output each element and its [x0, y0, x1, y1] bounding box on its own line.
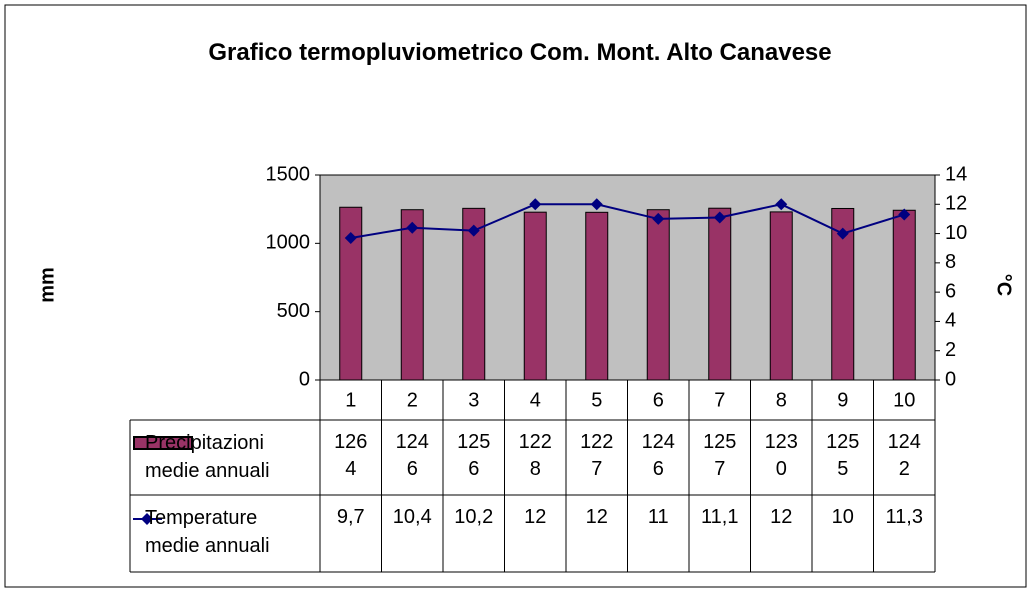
legend-label: Precipitazioni medie annuali — [145, 432, 270, 482]
y2-tick-label: 12 — [945, 193, 967, 215]
data-table-value: 1227 — [580, 431, 614, 480]
data-table-value: 12 — [585, 506, 608, 528]
y-tick-label: 0 — [299, 368, 310, 390]
x-tick-label: 3 — [468, 389, 479, 411]
x-tick-label: 7 — [714, 389, 725, 411]
x-tick-label: 8 — [776, 389, 787, 411]
legend-symbol — [141, 513, 153, 525]
y-tick-label: 1000 — [266, 232, 311, 254]
bar — [708, 207, 732, 381]
data-table-value: 10 — [831, 506, 854, 528]
y2-tick-label: 10 — [945, 222, 967, 244]
chart-border — [4, 4, 1027, 588]
bar — [462, 207, 486, 381]
data-table-value: 1228 — [518, 431, 552, 480]
data-table-value: 12 — [770, 506, 793, 528]
x-tick-label: 2 — [407, 389, 418, 411]
data-table-value: 11,3 — [885, 506, 923, 528]
chart-title: Grafico termopluviometrico Com. Mont. Al… — [208, 39, 832, 66]
bar — [892, 209, 916, 381]
data-table-value: 1264 — [334, 431, 368, 480]
marker — [775, 198, 788, 211]
legend-label: Temperature medie annuali — [145, 507, 270, 557]
y-tick-label: 1500 — [266, 163, 311, 185]
data-table-value: 12 — [524, 506, 547, 528]
data-table-value: 10,4 — [392, 506, 432, 528]
data-table-value: 1242 — [887, 431, 921, 480]
bar — [769, 211, 793, 381]
marker — [590, 198, 603, 211]
y-tick-label: 500 — [277, 300, 310, 322]
data-table-value: 1256 — [457, 431, 491, 480]
line — [350, 203, 905, 239]
marker — [406, 221, 419, 234]
marker — [344, 231, 357, 244]
data-table-value: 1257 — [703, 431, 737, 480]
x-tick-label: 4 — [530, 389, 541, 411]
bar — [339, 206, 363, 381]
y2-tick-label: 4 — [945, 310, 956, 332]
marker — [713, 211, 726, 224]
y2-tick-label: 14 — [945, 163, 967, 185]
data-table-value: 9,7 — [336, 506, 365, 528]
y2-tick-label: 2 — [945, 339, 956, 361]
bar — [646, 209, 670, 381]
x-tick-label: 6 — [653, 389, 664, 411]
marker — [898, 208, 911, 221]
y2-tick-label: 8 — [945, 251, 956, 273]
legend-symbol — [133, 436, 193, 450]
data-table-value: 1255 — [826, 431, 860, 480]
data-table-value: 1246 — [395, 431, 429, 480]
marker — [652, 212, 665, 225]
data-table-value: 11 — [647, 506, 669, 528]
x-tick-label: 9 — [837, 389, 848, 411]
data-table-value: 1230 — [764, 431, 798, 480]
marker — [467, 224, 480, 237]
x-tick-label: 1 — [345, 389, 356, 411]
data-table-value: 10,2 — [454, 506, 494, 528]
x-tick-label: 5 — [591, 389, 602, 411]
y2-tick-label: 6 — [945, 280, 956, 302]
y2-tick-label: 0 — [945, 368, 956, 390]
bar — [523, 211, 547, 381]
y-axis-label: mm — [36, 267, 58, 303]
bar — [585, 211, 609, 381]
marker — [529, 198, 542, 211]
bar — [831, 207, 855, 381]
marker — [836, 227, 849, 240]
data-table-value: 1246 — [641, 431, 675, 480]
y2-axis-label: °C — [993, 274, 1015, 296]
data-table-value: 11,1 — [701, 506, 739, 528]
bar — [400, 209, 424, 381]
x-tick-label: 10 — [893, 389, 915, 411]
